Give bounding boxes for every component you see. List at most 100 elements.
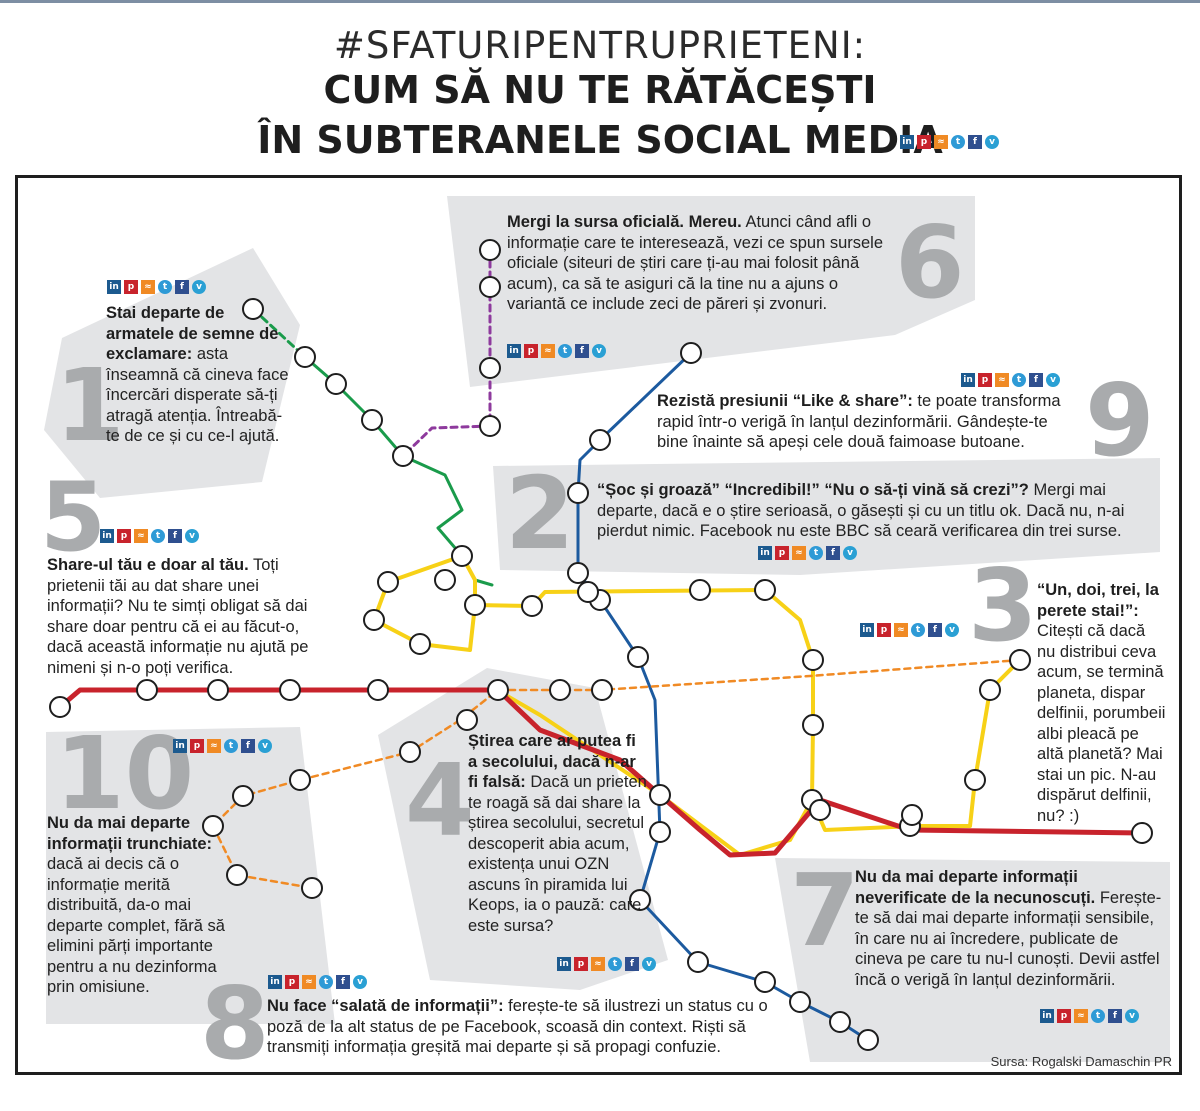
pinterest-icon[interactable]: p <box>877 623 891 637</box>
pinterest-icon[interactable]: p <box>775 546 789 560</box>
vimeo-icon[interactable]: v <box>945 623 959 637</box>
linkedin-icon[interactable]: in <box>507 344 521 358</box>
linkedin-icon[interactable]: in <box>107 280 121 294</box>
facebook-icon[interactable]: f <box>175 280 189 294</box>
vimeo-icon[interactable]: v <box>192 280 206 294</box>
number-7: 7 <box>790 852 860 969</box>
pinterest-icon[interactable]: p <box>524 344 538 358</box>
tip-1: Stai departe de armatele de semne de exc… <box>106 303 291 447</box>
linkedin-icon[interactable]: in <box>100 529 114 543</box>
station <box>829 1011 851 1033</box>
facebook-icon[interactable]: f <box>928 623 942 637</box>
station <box>392 445 414 467</box>
purple-line <box>401 248 492 458</box>
vimeo-icon[interactable]: v <box>1125 1009 1139 1023</box>
rss-icon[interactable]: ≈ <box>302 975 316 989</box>
station <box>361 409 383 431</box>
tip-3-text: Citești că dacă nu distribui ceva acum, … <box>1037 622 1166 825</box>
station <box>456 709 478 731</box>
facebook-icon[interactable]: f <box>241 739 255 753</box>
station <box>487 679 509 701</box>
vimeo-icon[interactable]: v <box>843 546 857 560</box>
facebook-icon[interactable]: f <box>575 344 589 358</box>
station <box>464 594 486 616</box>
pinterest-icon[interactable]: p <box>978 373 992 387</box>
station <box>577 581 599 603</box>
facebook-icon[interactable]: f <box>1108 1009 1122 1023</box>
twitter-icon[interactable]: t <box>319 975 333 989</box>
social-icons-5: in p ≈ t f v <box>100 529 199 543</box>
facebook-icon[interactable]: f <box>1029 373 1043 387</box>
tip-2: “Șoc și groază” “Incredibil!” “Nu o să-ț… <box>597 480 1142 542</box>
pinterest-icon[interactable]: p <box>574 957 588 971</box>
twitter-icon[interactable]: t <box>911 623 925 637</box>
number-3: 3 <box>968 547 1038 664</box>
pinterest-icon[interactable]: p <box>117 529 131 543</box>
vimeo-icon[interactable]: v <box>353 975 367 989</box>
pinterest-icon[interactable]: p <box>917 135 931 149</box>
twitter-icon[interactable]: t <box>1091 1009 1105 1023</box>
vimeo-icon[interactable]: v <box>185 529 199 543</box>
twitter-icon[interactable]: t <box>224 739 238 753</box>
rss-icon[interactable]: ≈ <box>792 546 806 560</box>
vimeo-icon[interactable]: v <box>258 739 272 753</box>
linkedin-icon[interactable]: in <box>173 739 187 753</box>
station <box>629 889 651 911</box>
twitter-icon[interactable]: t <box>158 280 172 294</box>
pinterest-icon[interactable]: p <box>124 280 138 294</box>
source-credit: Sursa: Rogalski Damaschin PR <box>990 1054 1172 1069</box>
station <box>377 571 399 593</box>
pinterest-icon[interactable]: p <box>190 739 204 753</box>
twitter-icon[interactable]: t <box>951 135 965 149</box>
station <box>589 429 611 451</box>
facebook-icon[interactable]: f <box>968 135 982 149</box>
rss-icon[interactable]: ≈ <box>591 957 605 971</box>
station <box>857 1029 879 1051</box>
rss-icon[interactable]: ≈ <box>541 344 555 358</box>
tip-4-text: Dacă un prieten te roagă să dai share la… <box>468 773 647 935</box>
panel-6 <box>447 196 975 387</box>
twitter-icon[interactable]: t <box>151 529 165 543</box>
panels <box>44 196 1170 1062</box>
linkedin-icon[interactable]: in <box>900 135 914 149</box>
linkedin-icon[interactable]: in <box>1040 1009 1054 1023</box>
station <box>136 679 158 701</box>
rss-icon[interactable]: ≈ <box>207 739 221 753</box>
vimeo-icon[interactable]: v <box>592 344 606 358</box>
twitter-icon[interactable]: t <box>608 957 622 971</box>
vimeo-icon[interactable]: v <box>985 135 999 149</box>
number-8: 8 <box>200 965 270 1082</box>
facebook-icon[interactable]: f <box>336 975 350 989</box>
facebook-icon[interactable]: f <box>826 546 840 560</box>
linkedin-icon[interactable]: in <box>268 975 282 989</box>
social-icons-title: in p ≈ t f v <box>900 135 999 149</box>
vimeo-icon[interactable]: v <box>642 957 656 971</box>
rss-icon[interactable]: ≈ <box>141 280 155 294</box>
rss-icon[interactable]: ≈ <box>1074 1009 1088 1023</box>
facebook-icon[interactable]: f <box>625 957 639 971</box>
station <box>649 821 671 843</box>
linkedin-icon[interactable]: in <box>961 373 975 387</box>
rss-icon[interactable]: ≈ <box>995 373 1009 387</box>
twitter-icon[interactable]: t <box>1012 373 1026 387</box>
facebook-icon[interactable]: f <box>168 529 182 543</box>
twitter-icon[interactable]: t <box>558 344 572 358</box>
station <box>207 679 229 701</box>
rss-icon[interactable]: ≈ <box>134 529 148 543</box>
rss-icon[interactable]: ≈ <box>894 623 908 637</box>
pinterest-icon[interactable]: p <box>1057 1009 1071 1023</box>
social-icons-9: in p ≈ t f v <box>961 373 1060 387</box>
tip-5: Share-ul tău e doar al tău. Toți prieten… <box>47 555 337 678</box>
tip-5-text: Toți prietenii tăi au dat share unei inf… <box>47 556 309 677</box>
station <box>409 633 431 655</box>
station <box>289 769 311 791</box>
linkedin-icon[interactable]: in <box>860 623 874 637</box>
station <box>294 346 316 368</box>
vimeo-icon[interactable]: v <box>1046 373 1060 387</box>
twitter-icon[interactable]: t <box>809 546 823 560</box>
linkedin-icon[interactable]: in <box>557 957 571 971</box>
rss-icon[interactable]: ≈ <box>934 135 948 149</box>
tip-1-text: asta înseamnă că cineva face încercări d… <box>106 345 289 445</box>
pinterest-icon[interactable]: p <box>285 975 299 989</box>
linkedin-icon[interactable]: in <box>758 546 772 560</box>
